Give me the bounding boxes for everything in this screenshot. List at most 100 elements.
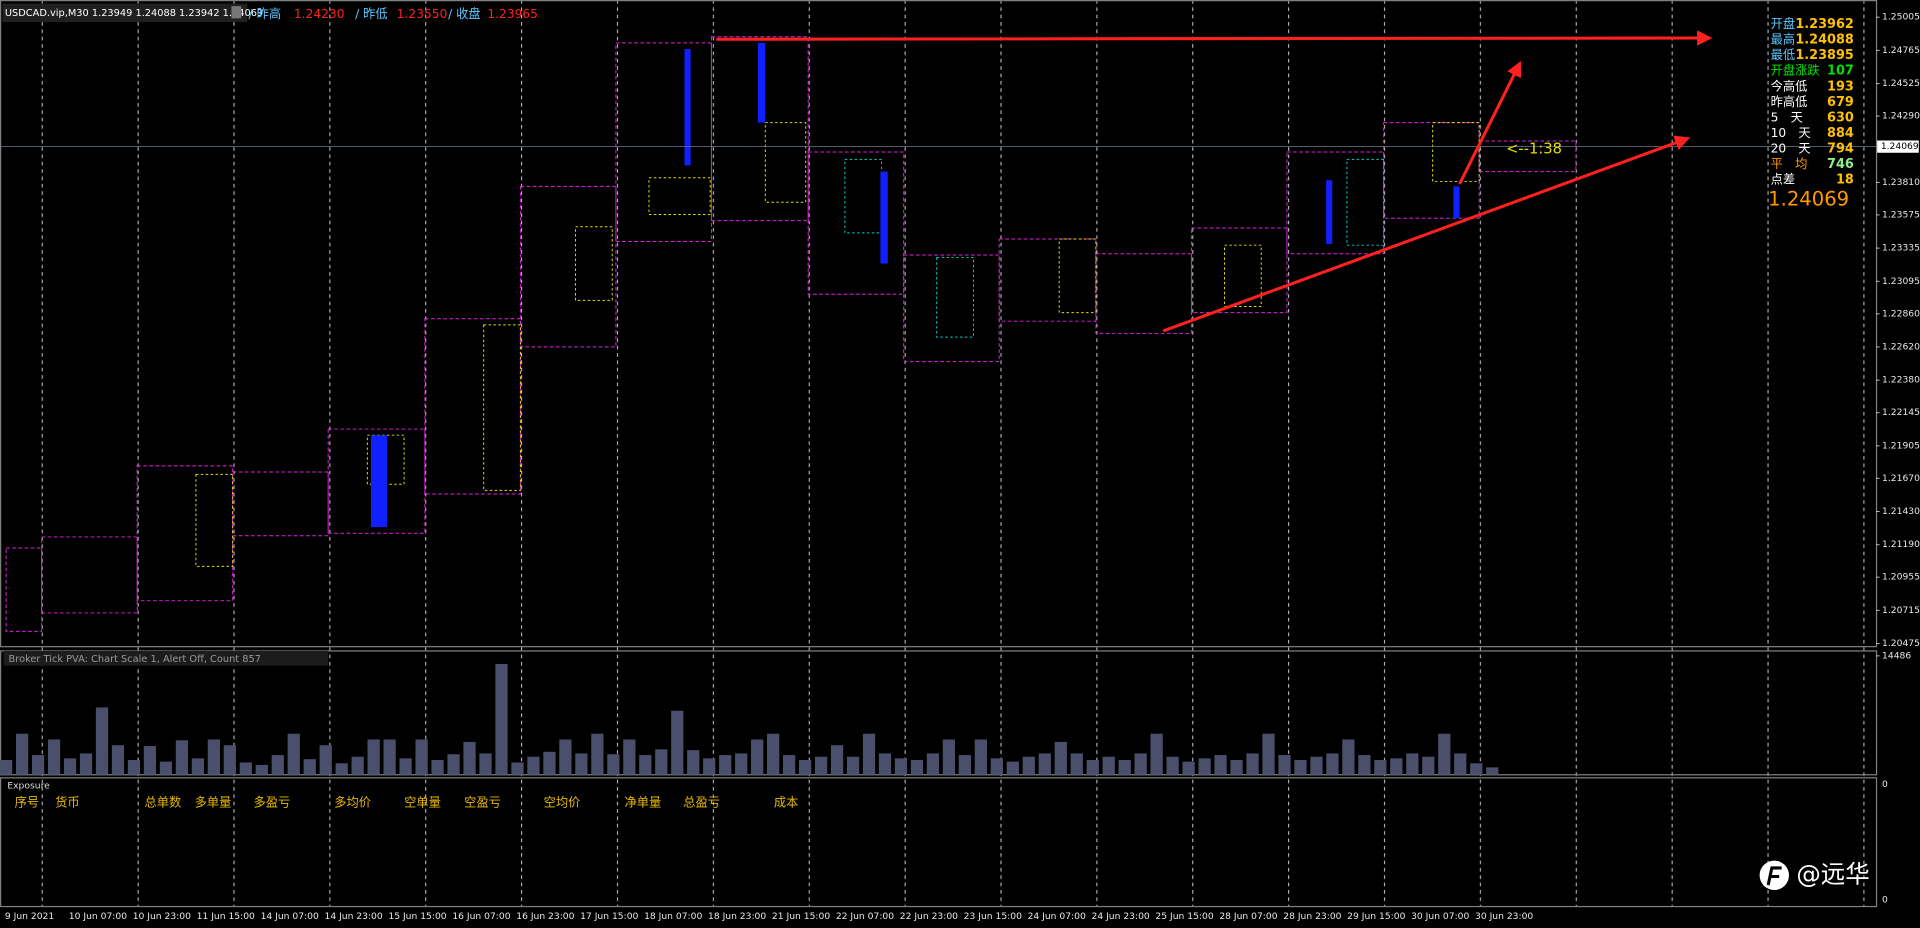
- price-panel-frame: [0, 0, 1878, 648]
- info-label: 5 天: [1771, 110, 1803, 124]
- volume-bar: [1198, 758, 1211, 775]
- info-price: 1.24069: [1768, 187, 1849, 210]
- y-tick-label: 1.20955: [1882, 572, 1920, 583]
- volume-bar: [79, 753, 93, 775]
- x-tick-label: 21 Jun 15:00: [772, 911, 830, 922]
- header-label: / 昨高: [249, 6, 282, 21]
- header-label: / 昨低: [355, 7, 388, 21]
- volume-bar: [1118, 759, 1131, 775]
- volume-bar: [1294, 759, 1307, 775]
- y-tick-label: 1.23575: [1882, 209, 1920, 220]
- info-label: 昨高低: [1771, 94, 1808, 109]
- x-tick-label: 22 Jun 07:00: [836, 911, 894, 922]
- header-value: 1.24230: [294, 7, 345, 21]
- symbol-line: USDCAD.vip,M30 1.23949 1.24088 1.23942 1…: [5, 8, 263, 19]
- volume-bar: [447, 754, 460, 775]
- volume-bar: [239, 762, 252, 775]
- header-value: 1.23550: [397, 7, 448, 21]
- volume-bar: [1358, 755, 1371, 775]
- x-tick-label: 25 Jun 15:00: [1155, 911, 1213, 922]
- x-tick-label: 9 Jun 2021: [5, 911, 54, 922]
- info-value: 1.24088: [1795, 33, 1854, 48]
- x-tick-label: 11 Jun 15:00: [197, 911, 255, 922]
- volume-bar: [623, 739, 636, 775]
- x-tick-label: 30 Jun 23:00: [1475, 911, 1533, 922]
- volume-bar: [495, 663, 508, 775]
- volume-bar: [1374, 759, 1387, 775]
- volume-bar: [1342, 739, 1355, 775]
- volume-bar: [862, 733, 876, 775]
- volume-bar: [878, 753, 892, 775]
- volume-bar: [846, 756, 860, 775]
- watermark-glyph: [1766, 866, 1782, 886]
- volume-bar: [335, 763, 348, 775]
- volume-bar: [751, 739, 764, 775]
- x-tick-label: 16 Jun 07:00: [452, 911, 510, 922]
- exposure-header: 成本: [774, 795, 798, 809]
- exposure-title: Exposure: [7, 780, 50, 791]
- watermark: @远华: [1759, 859, 1870, 890]
- y-tick-label: 1.22620: [1882, 341, 1920, 352]
- volume-bar: [814, 756, 828, 775]
- volume-bar: [1166, 756, 1179, 775]
- volume-bar: [479, 753, 492, 775]
- volume-bar: [974, 739, 987, 775]
- exposure-header: 空单量: [404, 795, 441, 809]
- info-value: 679: [1827, 95, 1854, 110]
- bid-marker-label: 1.24069: [1881, 141, 1919, 152]
- volume-bar: [191, 758, 204, 775]
- header-box: [2, 3, 248, 23]
- info-label: 今高低: [1771, 78, 1808, 93]
- volume-bar: [559, 739, 572, 775]
- volume-bar: [607, 754, 620, 775]
- y-tick-label: 14486: [1882, 650, 1911, 661]
- volume-bar: [63, 758, 77, 775]
- info-label: 最低: [1771, 48, 1795, 62]
- volume-bar: [1390, 758, 1403, 775]
- volume-bar: [1454, 753, 1467, 775]
- info-label: 平 均: [1771, 157, 1808, 171]
- x-tick-label: 23 Jun 15:00: [964, 911, 1022, 922]
- volume-bar: [1182, 761, 1195, 775]
- volume-bar: [926, 753, 940, 775]
- info-value: 794: [1827, 142, 1854, 157]
- info-label: 点差: [1771, 173, 1795, 187]
- volume-bar: [1326, 753, 1339, 775]
- y-tick-label: 1.21905: [1882, 440, 1920, 451]
- volume-bar: [798, 759, 812, 775]
- volume-bar: [671, 710, 684, 775]
- y-tick-label: 1.21190: [1882, 539, 1920, 550]
- y-tick-label: 1.20715: [1882, 605, 1920, 616]
- volume-bar: [143, 746, 157, 775]
- info-label: 开盘涨跌: [1771, 63, 1820, 78]
- plot-layer: [0, 146, 1876, 775]
- volume-bar: [207, 739, 220, 775]
- volume-bar: [1422, 756, 1435, 775]
- volume-bar: [127, 759, 141, 775]
- volume-bar: [1214, 755, 1227, 775]
- x-tick-label: 28 Jun 07:00: [1219, 911, 1277, 922]
- volume-bar: [1038, 753, 1051, 775]
- volume-bar: [1278, 755, 1291, 775]
- header-value: 1.23965: [487, 7, 538, 21]
- volume-bar: [1470, 763, 1483, 775]
- volume-bar: [1070, 753, 1083, 775]
- y-tick-label: 1.21430: [1882, 506, 1920, 517]
- exposure-header: 总盈亏: [683, 795, 720, 809]
- y-tick-label: 1.20475: [1882, 638, 1920, 649]
- info-value: 107: [1827, 64, 1854, 79]
- bid-marker: [1877, 140, 1919, 153]
- exposure-panel-frame: [0, 777, 1878, 908]
- x-tick-label: 15 Jun 15:00: [388, 911, 446, 922]
- info-value: 193: [1827, 79, 1854, 94]
- volume-bar: [575, 753, 588, 775]
- exposure-header: 净单量: [624, 795, 661, 809]
- volume-bar: [910, 759, 924, 775]
- y-tick-label: 1.22145: [1882, 407, 1920, 418]
- y-tick-label: 1.23095: [1882, 276, 1920, 287]
- volume-bar: [783, 755, 796, 775]
- exposure-header: 总单数: [144, 794, 181, 809]
- volume-title: Broker Tick PVA: Chart Scale 1, Alert Of…: [9, 654, 261, 665]
